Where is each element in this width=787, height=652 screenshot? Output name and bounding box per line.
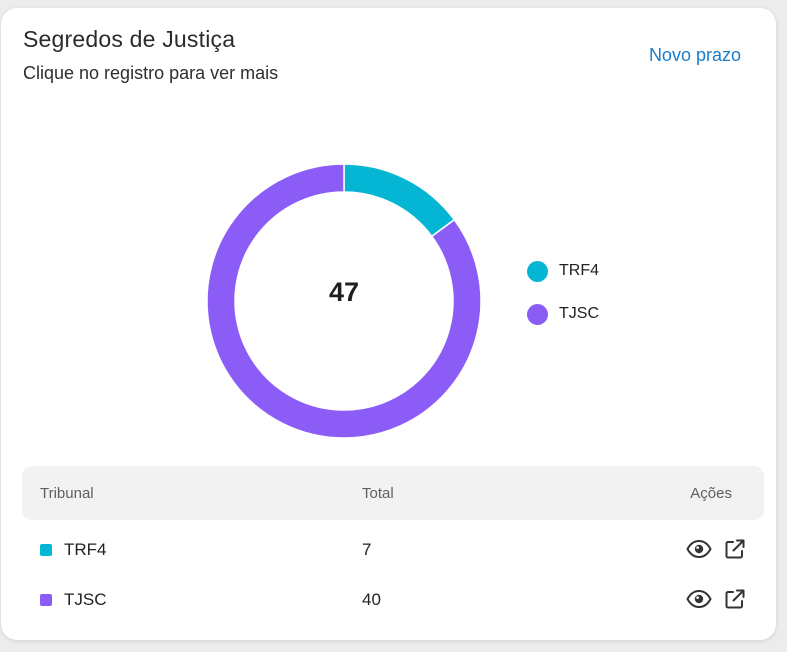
table-header: Tribunal Total Ações (22, 466, 764, 520)
segredos-card: Segredos de Justiça Clique no registro p… (1, 8, 776, 640)
card-subtitle: Clique no registro para ver mais (23, 63, 279, 83)
external-link-icon[interactable] (722, 586, 748, 612)
external-link-icon[interactable] (722, 536, 748, 562)
legend-label-tjsc: TJSC (559, 305, 599, 322)
legend-item-tjsc[interactable]: TJSC (527, 303, 599, 325)
donut-chart-area: 47 TRF4 TJSC (1, 108, 776, 468)
cell-total: 40 (362, 590, 381, 609)
tribunal-name: TRF4 (64, 540, 107, 559)
row-actions (676, 586, 748, 612)
legend-dot-trf4 (527, 260, 548, 282)
card-title: Segredos de Justiça (23, 26, 236, 52)
color-swatch (40, 594, 52, 606)
novo-prazo-link[interactable]: Novo prazo (648, 45, 741, 65)
eye-icon[interactable] (686, 536, 712, 562)
donut-chart: 47 (206, 163, 482, 439)
eye-icon[interactable] (686, 586, 712, 612)
legend-item-trf4[interactable]: TRF4 (527, 260, 599, 282)
chart-legend: TRF4 TJSC (527, 260, 599, 346)
donut-slice-trf4[interactable] (343, 163, 456, 238)
header-acoes: Ações (690, 485, 732, 502)
legend-label-trf4: TRF4 (559, 262, 599, 279)
tribunal-name: TJSC (64, 590, 107, 609)
donut-slice-tjsc[interactable] (206, 163, 482, 439)
table-row[interactable]: TJSC 40 (22, 574, 764, 624)
header-total: Total (362, 485, 394, 502)
color-swatch (40, 544, 52, 556)
tribunal-table: Tribunal Total Ações TRF4 7 (22, 466, 764, 624)
row-actions (676, 536, 748, 562)
table-row[interactable]: TRF4 7 (22, 524, 764, 574)
header-tribunal: Tribunal (40, 485, 94, 502)
legend-dot-tjsc (527, 303, 548, 325)
cell-total: 7 (362, 540, 372, 559)
cell-tribunal: TJSC (40, 590, 107, 610)
donut-center-total: 47 (329, 277, 359, 307)
cell-tribunal: TRF4 (40, 540, 107, 560)
